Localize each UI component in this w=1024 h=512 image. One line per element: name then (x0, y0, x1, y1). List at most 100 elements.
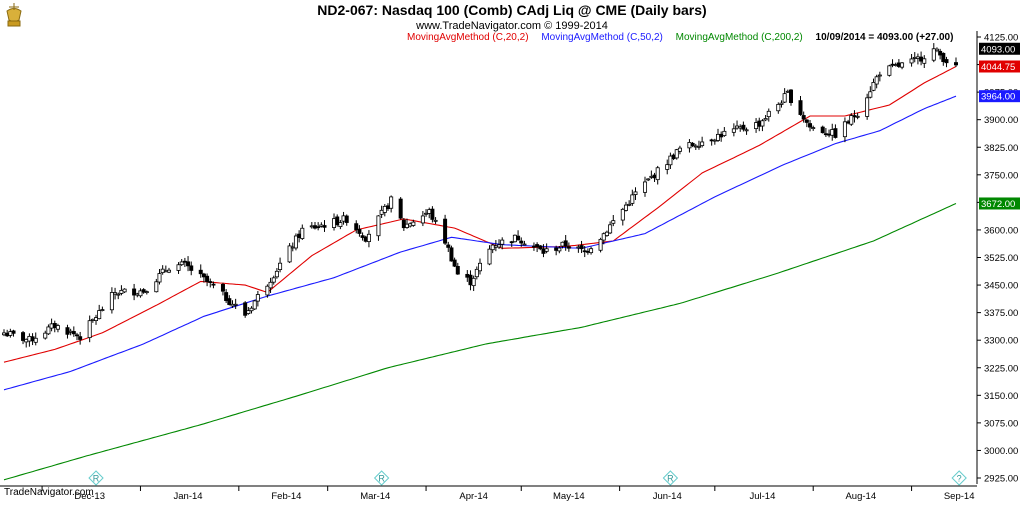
candle-body (2, 332, 7, 336)
y-tick-label: 3600.00 (984, 225, 1018, 236)
candle-body (627, 203, 632, 206)
candle-body (198, 269, 203, 275)
y-tick-label: 3825.00 (984, 143, 1018, 154)
candle-body (163, 270, 168, 273)
x-tick-label: Jul-14 (749, 491, 775, 502)
candle-body (766, 110, 771, 118)
candle-body (322, 225, 327, 228)
candle-body (601, 233, 606, 241)
candle-body (443, 218, 448, 244)
candle-body (887, 65, 892, 76)
brand-footer: TradeNavigator.com (4, 487, 94, 498)
candle-body (452, 259, 457, 267)
candle-body (722, 130, 727, 137)
x-tick-label: May-14 (553, 491, 585, 502)
candle-body (21, 332, 26, 341)
candle-body (141, 289, 146, 293)
candle-body (344, 215, 349, 223)
candle-body (338, 222, 343, 228)
candle-body (189, 265, 194, 271)
candle-body (490, 244, 495, 251)
candle-body (623, 204, 628, 211)
x-tick-label: Jan-14 (174, 491, 203, 502)
price-tag-label: 3672.00 (981, 199, 1015, 210)
y-tick-label: 3300.00 (984, 336, 1018, 347)
candle-body (179, 261, 184, 266)
candle-body (652, 174, 657, 179)
candle-body (671, 154, 676, 160)
candle-body (274, 270, 279, 278)
candle-body (424, 212, 429, 215)
candle-body (220, 284, 225, 292)
candle-body (255, 294, 260, 302)
candle-body (779, 102, 784, 105)
candle-body (760, 120, 765, 127)
candle-body (716, 133, 721, 141)
ma-line-50 (3, 95, 957, 391)
moving-average-layer (3, 66, 957, 481)
y-tick-label: 3375.00 (984, 308, 1018, 319)
marker-label: R (378, 474, 385, 484)
candle-body (119, 290, 124, 294)
candle-body (401, 219, 406, 229)
candle-body (287, 245, 292, 263)
candle-body (297, 233, 302, 238)
candle-body (449, 247, 454, 262)
candle-body (389, 196, 394, 209)
candle-body (87, 320, 92, 339)
candle-body (744, 129, 749, 132)
x-tick-label: Sep-14 (944, 491, 975, 502)
candle-body (90, 318, 95, 321)
candle-body (900, 62, 905, 68)
candle-body (376, 215, 381, 237)
candle-body (468, 274, 473, 286)
candle-body (243, 302, 248, 316)
axes-layer: 4125.004050.003975.003900.003825.003750.… (0, 31, 1018, 502)
candle-body (700, 141, 705, 147)
candle-body (922, 58, 927, 64)
candle-body (820, 126, 825, 134)
candle-body (265, 285, 270, 296)
candle-body (249, 307, 254, 312)
legend-item-ma200: MovingAvgMethod (C,200,2) (675, 32, 803, 43)
candle-body (420, 215, 425, 224)
candle-body (71, 331, 76, 335)
candle-body (398, 198, 403, 219)
chart-title: ND2-067: Nasdaq 100 (Comb) CAdj Liq @ CM… (317, 2, 707, 18)
logo-icon (3, 2, 25, 33)
candle-body (544, 248, 549, 252)
candle-body (176, 264, 181, 271)
candle-body (46, 326, 51, 335)
candle-body (182, 260, 187, 263)
marker-label: R (93, 474, 100, 484)
candle-body (585, 250, 590, 253)
candle-body (830, 129, 835, 136)
candle-body (312, 225, 317, 229)
candle-body (690, 142, 695, 147)
candle-body (430, 208, 435, 220)
candle-body (735, 125, 740, 129)
candle-body (97, 310, 102, 320)
candle-body (579, 245, 584, 250)
candle-body (731, 128, 736, 133)
candle-body (201, 273, 206, 278)
chart-subtitle: www.TradeNavigator.com © 1999-2014 (416, 20, 608, 32)
candle-body (865, 97, 870, 117)
legend-item-ma50: MovingAvgMethod (C,50,2) (541, 32, 663, 43)
candle-body (604, 231, 609, 236)
candle-body (300, 227, 305, 239)
candle-body (113, 292, 118, 295)
candle-body (557, 247, 562, 252)
candle-body (293, 235, 298, 249)
candle-body (855, 115, 860, 118)
candle-body (138, 290, 143, 297)
candle-body (290, 246, 295, 249)
candle-body (941, 52, 946, 63)
x-tick-label: Mar-14 (360, 491, 390, 502)
candle-body (693, 145, 698, 148)
candle-body (915, 56, 920, 59)
candle-body (754, 122, 759, 130)
candle-body (500, 239, 505, 245)
x-tick-label: Aug-14 (845, 491, 876, 502)
candle-body (379, 209, 384, 215)
